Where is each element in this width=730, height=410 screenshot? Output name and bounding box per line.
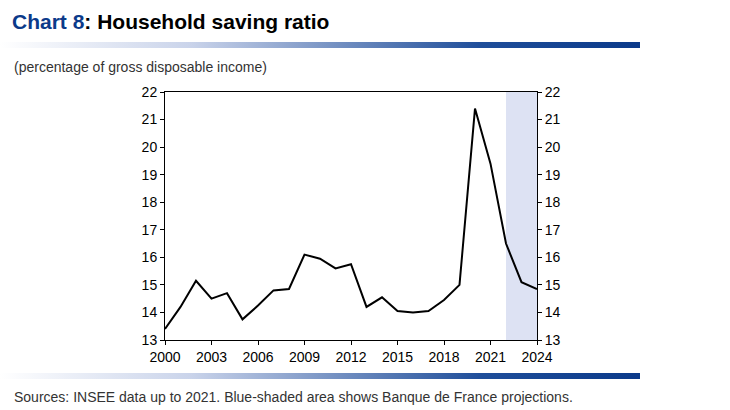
svg-text:21: 21 bbox=[545, 111, 561, 127]
svg-text:16: 16 bbox=[142, 249, 158, 265]
svg-text:15: 15 bbox=[142, 277, 158, 293]
svg-text:19: 19 bbox=[142, 167, 158, 183]
svg-text:18: 18 bbox=[142, 194, 158, 210]
svg-text:14: 14 bbox=[545, 304, 561, 320]
svg-text:Sources: INSEE data up to 2021: Sources: INSEE data up to 2021. Blue-sha… bbox=[14, 389, 573, 405]
svg-text:(percentage of gross disposabl: (percentage of gross disposable income) bbox=[14, 59, 267, 75]
svg-text:2006: 2006 bbox=[242, 349, 273, 365]
svg-text:22: 22 bbox=[142, 84, 158, 100]
svg-text:17: 17 bbox=[142, 222, 158, 238]
svg-text:19: 19 bbox=[545, 167, 561, 183]
svg-text:13: 13 bbox=[142, 332, 158, 348]
svg-text:22: 22 bbox=[545, 84, 561, 100]
svg-text:20: 20 bbox=[142, 139, 158, 155]
svg-text:15: 15 bbox=[545, 277, 561, 293]
svg-text:2003: 2003 bbox=[196, 349, 227, 365]
svg-text:2018: 2018 bbox=[428, 349, 459, 365]
svg-text:16: 16 bbox=[545, 249, 561, 265]
svg-text:14: 14 bbox=[142, 304, 158, 320]
svg-text:13: 13 bbox=[545, 332, 561, 348]
svg-text:2015: 2015 bbox=[382, 349, 413, 365]
svg-text:2021: 2021 bbox=[475, 349, 506, 365]
svg-text:17: 17 bbox=[545, 222, 561, 238]
svg-text:2009: 2009 bbox=[289, 349, 320, 365]
svg-text:2024: 2024 bbox=[521, 349, 552, 365]
svg-text:21: 21 bbox=[142, 111, 158, 127]
svg-text:20: 20 bbox=[545, 139, 561, 155]
svg-text:2000: 2000 bbox=[149, 349, 180, 365]
svg-text:18: 18 bbox=[545, 194, 561, 210]
svg-text:2012: 2012 bbox=[335, 349, 366, 365]
svg-text:Chart 8: Household saving rati: Chart 8: Household saving ratio bbox=[12, 10, 329, 33]
